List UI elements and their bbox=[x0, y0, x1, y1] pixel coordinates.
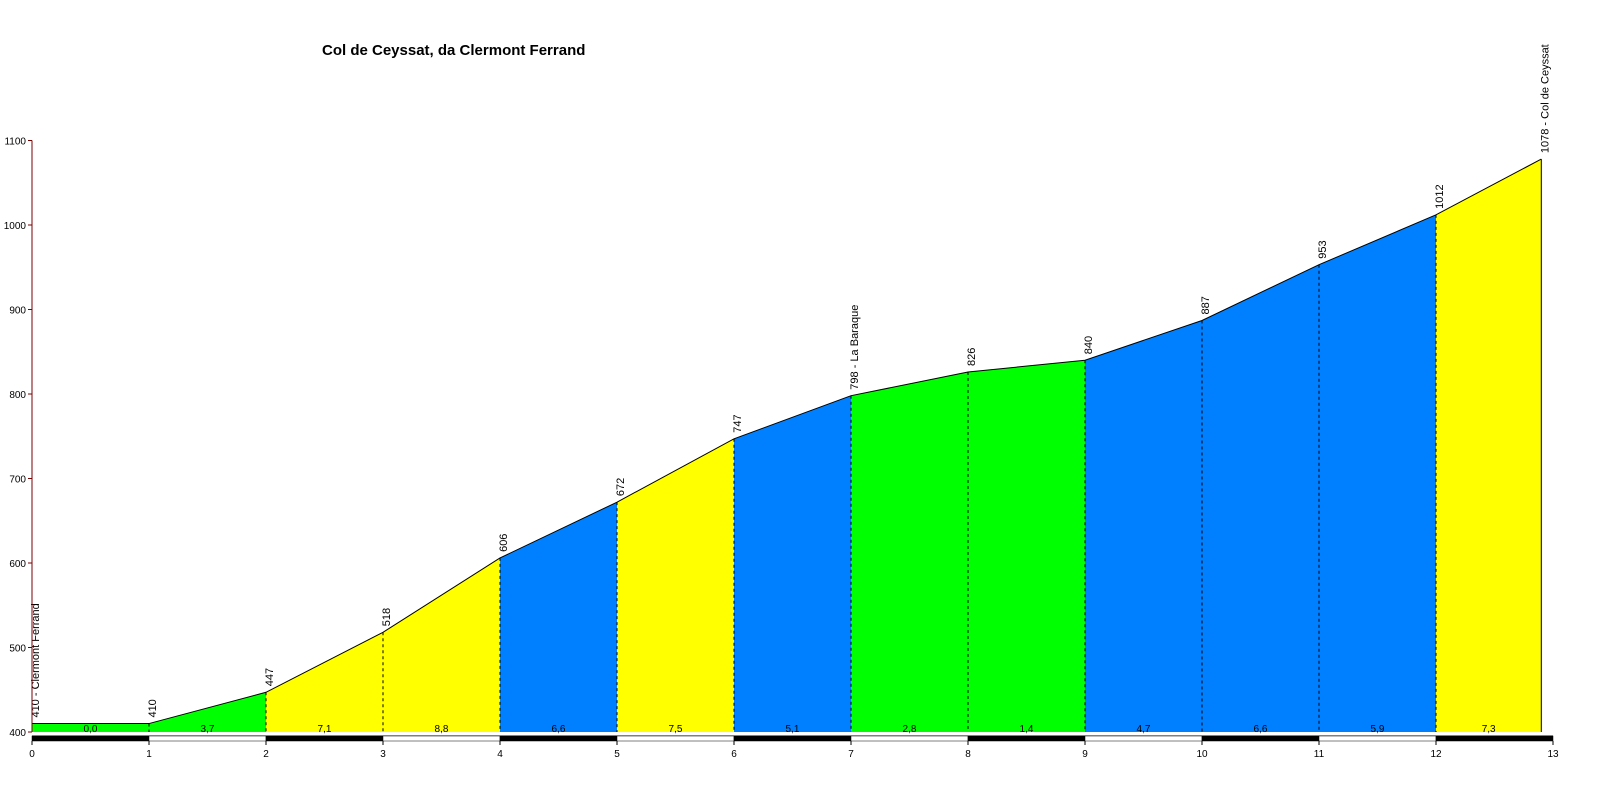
profile-segment bbox=[1319, 214, 1436, 733]
altitude-label: 747 bbox=[732, 414, 744, 432]
profile-line bbox=[32, 158, 1542, 725]
altitude-label: 798 - La Baraque bbox=[849, 305, 861, 390]
x-tick-label: 7 bbox=[848, 749, 854, 760]
grade-label: 6,6 bbox=[1254, 724, 1268, 735]
scale-bar-block bbox=[148, 735, 267, 742]
altitude-label: 410 bbox=[147, 699, 159, 717]
profile-segment bbox=[149, 692, 266, 732]
y-axis: 400 500 600 700 800 900 1000 1100 bbox=[4, 137, 33, 739]
scale-bar-block bbox=[850, 735, 969, 742]
grade-label: 8,8 bbox=[435, 724, 449, 735]
altitude-label: 672 bbox=[615, 478, 627, 496]
grade-label: 6,6 bbox=[552, 724, 566, 735]
scale-bar-block bbox=[265, 735, 384, 742]
profile-segment bbox=[734, 395, 851, 732]
x-tick-label: 12 bbox=[1430, 749, 1442, 760]
x-axis: 0 1 2 3 4 5 6 7 8 9 10 11 12 13 bbox=[29, 741, 1559, 760]
altitude-label: 410 - Clermont Ferrand bbox=[30, 603, 42, 717]
altitude-label: 447 bbox=[264, 668, 276, 686]
altitude-label: 953 bbox=[1317, 240, 1329, 258]
x-tick-label: 1 bbox=[146, 749, 152, 760]
altitude-label: 606 bbox=[498, 534, 510, 552]
scale-bar-block bbox=[616, 735, 735, 742]
chart-title: Col de Ceyssat, da Clermont Ferrand bbox=[322, 42, 585, 59]
profile-segment bbox=[1436, 159, 1542, 733]
profile-segment bbox=[266, 632, 383, 732]
grade-label: 3,7 bbox=[201, 724, 215, 735]
grade-label: 5,1 bbox=[786, 724, 800, 735]
altitude-label: 840 bbox=[1083, 336, 1095, 354]
scale-bar-block bbox=[1435, 735, 1554, 742]
grade-label: 1,4 bbox=[1020, 724, 1034, 735]
profile-segment bbox=[968, 360, 1085, 732]
y-tick-label: 1100 bbox=[4, 137, 26, 148]
y-tick-label: 600 bbox=[9, 559, 26, 570]
y-tick-label: 900 bbox=[9, 306, 26, 317]
profile-segment bbox=[383, 557, 500, 732]
grade-label: 4,7 bbox=[1137, 724, 1151, 735]
x-tick-label: 9 bbox=[1082, 749, 1088, 760]
grade-label: 7,3 bbox=[1482, 724, 1496, 735]
x-tick-label: 5 bbox=[614, 749, 620, 760]
x-tick-label: 0 bbox=[29, 749, 35, 760]
profile-outline bbox=[32, 158, 1542, 732]
y-tick-label: 800 bbox=[9, 390, 26, 401]
x-tick-label: 11 bbox=[1314, 749, 1325, 760]
altitude-label: 1012 bbox=[1434, 184, 1446, 208]
altitude-label: 887 bbox=[1200, 296, 1212, 314]
y-tick-label: 400 bbox=[9, 728, 26, 739]
grade-label: 0,0 bbox=[84, 724, 98, 735]
grade-label: 7,5 bbox=[669, 724, 683, 735]
scale-bar-block bbox=[967, 735, 1086, 742]
scale-bar-block bbox=[733, 735, 852, 742]
scale-bar-block bbox=[1318, 735, 1437, 742]
x-tick-label: 13 bbox=[1547, 749, 1559, 760]
scale-bar-block bbox=[382, 735, 501, 742]
profile-segments bbox=[32, 159, 1542, 733]
profile-segment bbox=[500, 502, 617, 732]
grade-label: 7,1 bbox=[318, 724, 332, 735]
altitude-label: 1078 - Col de Ceyssat bbox=[1539, 44, 1551, 153]
grade-label: 5,9 bbox=[1371, 724, 1385, 735]
x-tick-label: 10 bbox=[1196, 749, 1208, 760]
x-tick-label: 3 bbox=[380, 749, 386, 760]
grade-label: 2,8 bbox=[903, 724, 917, 735]
profile-segment bbox=[32, 723, 149, 732]
scale-bar-block bbox=[1084, 735, 1203, 742]
altitude-labels: 410 - Clermont Ferrand 410 447 518 606 672 747… bbox=[30, 44, 1551, 717]
x-tick-label: 2 bbox=[263, 749, 269, 760]
distance-scale-bar bbox=[31, 735, 1554, 742]
y-tick-label: 1000 bbox=[4, 221, 27, 232]
profile-segment bbox=[617, 438, 734, 732]
profile-segment bbox=[1202, 264, 1319, 732]
scale-bar-block bbox=[1201, 735, 1320, 742]
grade-labels: 0,0 3,7 7,1 8,8 6,6 7,5 5,1 2,8 1,4 4,7 6,6 5,9 7,3 bbox=[84, 724, 1496, 735]
profile-segment bbox=[1085, 320, 1202, 732]
x-tick-label: 8 bbox=[965, 749, 971, 760]
altitude-label: 826 bbox=[966, 348, 978, 366]
x-tick-label: 6 bbox=[731, 749, 737, 760]
x-tick-label: 4 bbox=[497, 749, 503, 760]
y-tick-label: 500 bbox=[9, 644, 26, 655]
profile-segment bbox=[851, 372, 968, 732]
altitude-label: 518 bbox=[381, 608, 393, 626]
scale-bar-block bbox=[31, 735, 150, 742]
scale-bar-block bbox=[499, 735, 618, 742]
y-tick-label: 700 bbox=[9, 475, 26, 486]
